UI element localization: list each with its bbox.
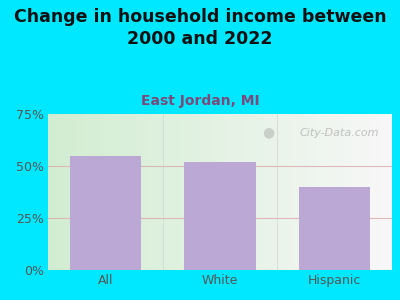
Text: ●: ●	[262, 126, 274, 140]
Bar	[299, 187, 370, 270]
Bar	[70, 156, 141, 270]
Text: Change in household income between
2000 and 2022: Change in household income between 2000 …	[14, 8, 386, 48]
Text: East Jordan, MI: East Jordan, MI	[141, 94, 259, 109]
Text: City-Data.com: City-Data.com	[299, 128, 379, 138]
Bar	[184, 162, 256, 270]
